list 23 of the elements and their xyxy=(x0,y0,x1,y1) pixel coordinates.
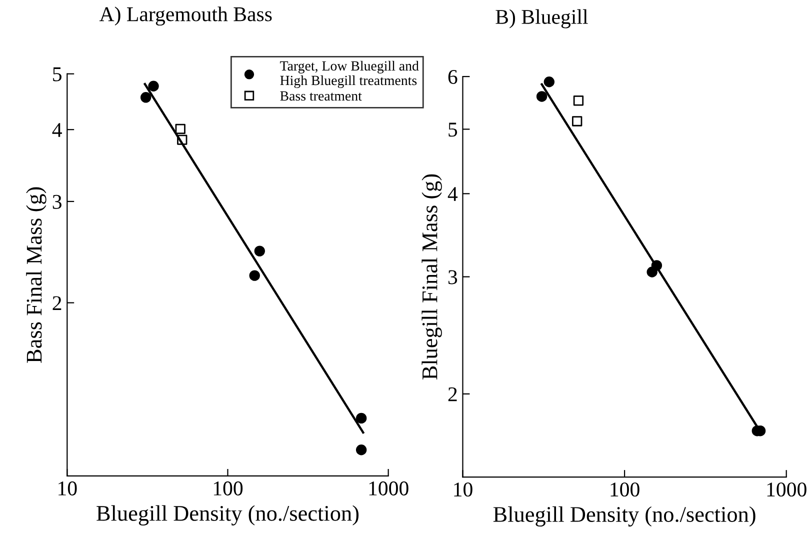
x-tick-label: 100 xyxy=(214,481,243,496)
y-tick-label: 3 xyxy=(52,194,62,209)
legend-label: Target, Low Bluegill and High Bluegill treatments xyxy=(280,60,419,88)
x-tick-label: 10 xyxy=(454,482,472,497)
y-tick-label: 5 xyxy=(448,122,458,137)
y-axis-title: Bluegill Final Mass (g) xyxy=(422,174,442,380)
x-tick-label: 1000 xyxy=(767,482,806,497)
x-axis-title: Bluegill Density (no./section) xyxy=(96,505,359,526)
x-tick-label: 10 xyxy=(58,481,77,496)
y-tick-label: 6 xyxy=(448,70,458,84)
x-tick-label: 1000 xyxy=(369,481,408,496)
y-tick-label: 2 xyxy=(52,296,62,310)
y-tick-label: 2 xyxy=(448,387,457,402)
legend-label: Bass treatment xyxy=(280,91,362,101)
chart-title: A) Largemouth Bass xyxy=(99,6,272,26)
chart-title: B) Bluegill xyxy=(496,9,588,28)
y-tick-label: 3 xyxy=(448,270,458,284)
y-tick-label: 5 xyxy=(53,67,62,82)
x-axis-title: Bluegill Density (no./section) xyxy=(493,506,756,527)
x-tick-label: 100 xyxy=(610,482,640,497)
y-tick-label: 4 xyxy=(52,123,62,137)
y-tick-label: 4 xyxy=(448,187,458,201)
y-axis-title: Bass Final Mass (g) xyxy=(26,187,46,363)
